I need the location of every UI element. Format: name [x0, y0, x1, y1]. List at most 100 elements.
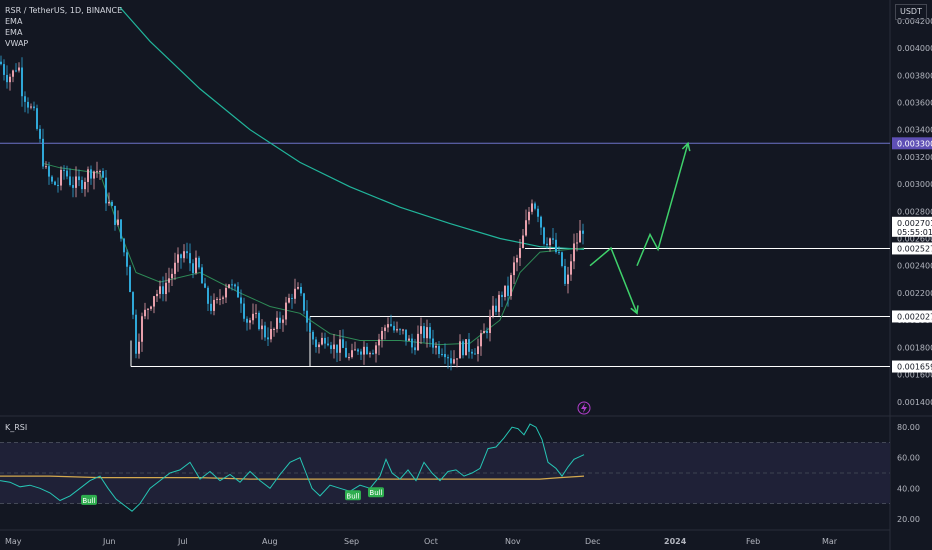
indicator-ema-1[interactable]: EMA: [5, 17, 23, 26]
candle-body: [315, 339, 317, 348]
candle-body: [432, 338, 434, 348]
candle-body: [135, 314, 137, 354]
y-tick-label: 0.004000: [897, 44, 932, 53]
bull-signal-label: Bull: [369, 489, 382, 497]
candle-body: [132, 292, 134, 315]
candle-body: [483, 331, 485, 334]
candle-body: [54, 181, 56, 185]
axes: 0.004200 0.004000 0.003800 0.003600 0.003400…: [5, 17, 932, 546]
candle-body: [234, 284, 236, 287]
candle-body: [162, 286, 164, 295]
candle-body: [252, 313, 254, 321]
x-tick-label: Nov: [505, 537, 521, 546]
candle-body: [222, 297, 224, 299]
currency-unit-button[interactable]: USDT: [895, 4, 927, 20]
candle-body: [438, 345, 440, 355]
candle-body: [339, 339, 341, 353]
candle-body: [447, 357, 449, 359]
x-tick-label: May: [5, 537, 22, 546]
candle-body: [345, 347, 347, 358]
candle-body: [417, 333, 419, 351]
bull-signal-label: Bull: [346, 492, 359, 500]
x-tick-label: Jul: [177, 537, 188, 546]
candle-body: [258, 312, 260, 330]
candle-body: [411, 338, 413, 348]
candle-body: [201, 267, 203, 284]
candle-body: [378, 339, 380, 346]
y-tick-label: 0.003600: [897, 98, 932, 107]
rsi-ma-line: [0, 475, 585, 480]
candle-body: [348, 357, 350, 359]
candle-body: [150, 306, 152, 309]
candle-body: [261, 325, 263, 330]
candle-body: [90, 169, 92, 179]
candle-body: [552, 238, 554, 240]
candle-body: [93, 171, 95, 179]
lightning-icon[interactable]: [577, 401, 591, 415]
candle-body: [138, 341, 140, 354]
projection-arrows: [577, 141, 691, 415]
candle-body: [33, 106, 35, 109]
candle-body: [435, 345, 437, 348]
candle-body: [402, 329, 404, 331]
candle-body: [501, 294, 503, 298]
price-tags: 0.003300 0.002527 0.002027 0.001659 0.002701…: [892, 137, 932, 373]
candle-body: [111, 201, 113, 206]
ema-lines: [43, 6, 585, 346]
candle-body: [276, 317, 278, 329]
candle-body: [30, 106, 32, 108]
current-price-tag: [892, 216, 932, 237]
candle-body: [66, 170, 68, 177]
candle-body: [534, 203, 536, 209]
level-tag-bg: [892, 310, 932, 323]
candle-body: [288, 297, 290, 303]
y-tick-label: 0.002600: [897, 235, 932, 244]
candle-body: [399, 329, 401, 331]
candle-body: [228, 284, 230, 288]
candle-body: [36, 108, 38, 129]
candle-body: [564, 266, 566, 284]
level-tag-label: 0.003300: [897, 139, 932, 148]
chart-legend: RSR / TetherUS, 1D, BINANCE EMA EMA VWAP: [5, 5, 122, 49]
candle-body: [174, 262, 176, 274]
candle-body: [27, 101, 29, 108]
candle-body: [141, 316, 143, 342]
candle-body: [15, 70, 17, 72]
candle-body: [9, 76, 11, 83]
candle-body: [12, 70, 14, 77]
candle-body: [360, 351, 362, 355]
candle-body: [219, 298, 221, 300]
candle-body: [303, 293, 305, 311]
candle-body: [3, 64, 5, 75]
candle-body: [171, 273, 173, 279]
candle-body: [237, 286, 239, 298]
candle-body: [381, 330, 383, 340]
arrow-head: [681, 141, 691, 152]
rsi-indicator-label[interactable]: K_RSI: [5, 423, 28, 432]
indicator-vwap[interactable]: VWAP: [5, 39, 29, 48]
candle-body: [426, 327, 428, 339]
symbol-title[interactable]: RSR / TetherUS, 1D, BINANCE: [5, 6, 123, 15]
candle-body: [390, 324, 392, 326]
candle-body: [453, 359, 455, 364]
candle-body: [51, 176, 53, 182]
level-tag-label: 0.001659: [897, 363, 932, 372]
candle-body: [84, 181, 86, 190]
candle-body: [120, 219, 122, 239]
candle-body: [363, 346, 365, 355]
candle-body: [60, 169, 62, 186]
candle-body: [522, 235, 524, 249]
candle-body: [570, 261, 572, 275]
candle-body: [24, 96, 26, 102]
bull-signal-badge: [81, 494, 97, 505]
candle-body: [561, 252, 563, 267]
candle-body: [351, 350, 353, 358]
indicator-ema-2[interactable]: EMA: [5, 28, 23, 37]
x-tick-label: Dec: [585, 537, 600, 546]
candle-body: [243, 303, 245, 319]
candle-body: [498, 294, 500, 312]
candle-body: [189, 253, 191, 264]
candle-body: [465, 339, 467, 356]
candle-body: [294, 288, 296, 299]
